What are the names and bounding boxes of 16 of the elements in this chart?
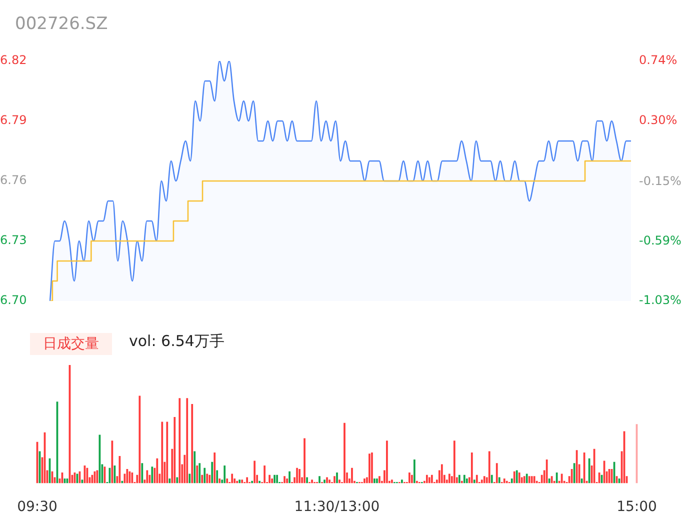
x-tick-label: 15:00	[616, 499, 657, 516]
x-tick-label: 11:30/13:00	[294, 499, 380, 516]
y-tick-label: 6.76	[0, 173, 27, 188]
y2-tick-label: -1.03%	[639, 293, 682, 308]
y-tick-label: 6.79	[0, 113, 27, 128]
y2-tick-label: -0.59%	[639, 233, 682, 248]
chart-title: 002726.SZ	[15, 14, 108, 34]
y-tick-label: 6.82	[0, 53, 27, 68]
y-tick-label: 6.73	[0, 233, 27, 248]
y-tick-label: 6.70	[0, 293, 27, 308]
chart-subtitle: vol: 6.54万手	[129, 332, 224, 351]
y2-tick-label: -0.15%	[639, 174, 682, 188]
chart-title: 日成交量	[30, 333, 112, 355]
x-tick-label: 09:30	[17, 499, 58, 516]
y2-tick-label: 0.30%	[639, 112, 678, 127]
y2-tick-label: 0.74%	[639, 53, 678, 68]
